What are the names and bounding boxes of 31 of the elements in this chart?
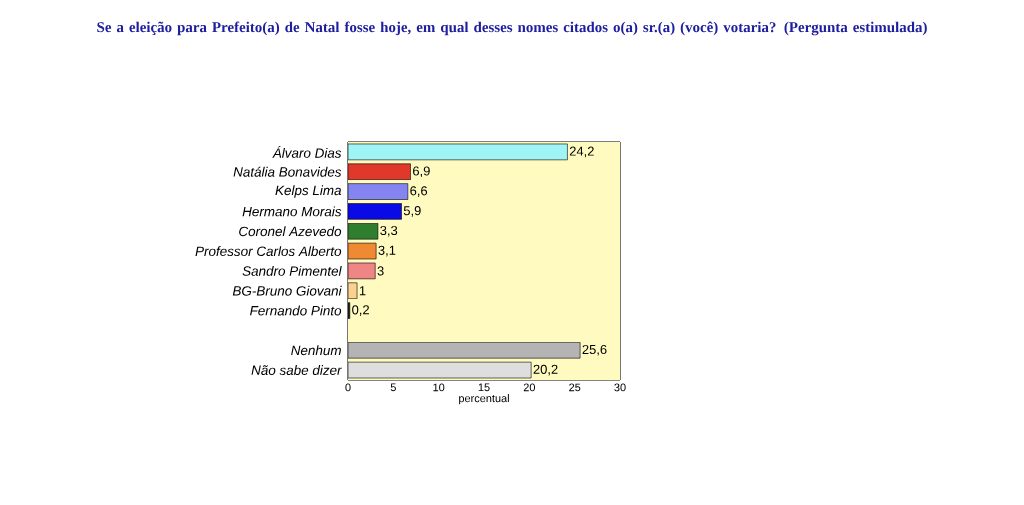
data-label: 20,2 [533,364,558,376]
data-label: 6,6 [410,186,428,197]
x-tick-label: 15 [478,383,490,392]
y-tick-label: BG-Bruno Giovani [232,285,342,296]
x-tick-label: 30 [614,383,626,392]
y-tick-label: Natália Bonavides [233,166,342,177]
y-tick-label: Fernando Pinto [250,305,342,316]
y-tick-label: Sandro Pimentel [242,265,342,276]
y-tick-label: Coronel Azevedo [239,226,342,237]
y-tick-label: Professor Carlos Alberto [195,246,342,256]
x-tick-label: 25 [569,383,581,392]
x-tick-label: 0 [345,383,351,392]
y-tick-label: Álvaro Dias [272,146,342,158]
data-label: 3,1 [378,245,396,257]
data-label: 5,9 [403,206,421,217]
x-tick-label: 5 [390,383,396,392]
y-tick-label: Kelps Lima [275,185,342,198]
x-axis-title: percentual [459,394,509,405]
data-label: 3 [377,266,384,276]
y-tick-label: Nenhum [291,345,341,356]
x-tick-label: 10 [433,383,445,392]
data-label: 0,2 [352,305,369,316]
data-label: 1 [359,286,366,296]
y-tick-label: Hermano Morais [242,206,342,217]
data-label: 24,2 [569,146,594,158]
data-label: 25,6 [582,344,607,356]
x-tick-label: 20 [523,383,535,392]
y-tick-label: Não sabe dizer [251,365,342,376]
data-label: 3,3 [380,225,398,237]
data-label: 6,9 [413,166,430,178]
chart-title: Se a eleição para Prefeito(a) de Natal fosse hoje, em qual desses nomes citados o(a) sr.(a) (você) votaria? (Pergunta estimulada) [97,21,927,36]
